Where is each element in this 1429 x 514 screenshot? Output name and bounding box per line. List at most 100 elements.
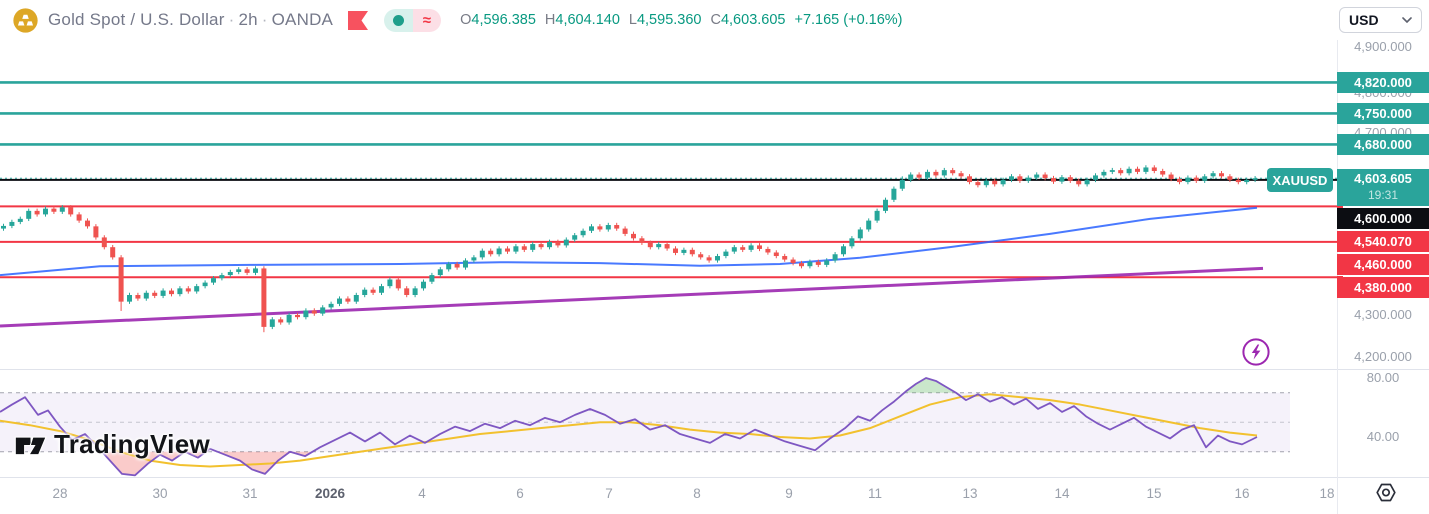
candle-body — [1000, 179, 1006, 185]
lightning-alert-button[interactable] — [1241, 337, 1271, 367]
gold-symbol-logo-icon — [13, 7, 38, 33]
price-chart-canvas[interactable] — [0, 0, 1337, 477]
tradingview-logo-icon — [14, 436, 47, 455]
candle-body — [269, 319, 275, 327]
candle-body — [85, 220, 90, 227]
candle-body — [446, 264, 452, 270]
candle-body — [9, 221, 15, 226]
candle-body — [883, 199, 888, 211]
candle-body — [521, 246, 527, 250]
candle-body — [572, 235, 578, 240]
time-tick-6: 6 — [516, 486, 524, 501]
chevron-down-icon — [1402, 17, 1412, 23]
candle-body — [740, 247, 746, 250]
candle-body — [698, 254, 704, 258]
candle-body — [832, 254, 838, 261]
candle-body — [530, 244, 536, 250]
candle-body — [782, 256, 788, 260]
candle-body — [992, 180, 998, 185]
candle-body — [1017, 176, 1023, 181]
price-level-stub — [1337, 240, 1343, 244]
open-label: O — [460, 12, 472, 28]
rsi-overbought-fill — [904, 378, 956, 393]
candle-body — [765, 248, 771, 253]
candle-body — [202, 282, 208, 287]
time-axis[interactable]: 28 30 31 2026 4 6 7 8 9 11 13 14 15 16 18 — [0, 478, 1337, 514]
chart-header: Gold Spot / U.S. Dollar · 2h · OANDA ≈ O4,59… — [0, 0, 1429, 40]
moving-average-line[interactable] — [0, 206, 1258, 277]
flag-bookmark-icon[interactable] — [348, 10, 369, 30]
candle-body — [1135, 168, 1140, 172]
candle-body — [34, 210, 40, 215]
time-tick-15: 15 — [1146, 486, 1162, 501]
candle-body — [227, 271, 233, 276]
candle-body — [76, 214, 82, 221]
candle-body — [908, 174, 914, 180]
trend-line[interactable] — [0, 266, 1264, 328]
rsi-line[interactable] — [0, 377, 1258, 477]
pane-separator[interactable] — [0, 369, 1429, 370]
title-separator-2: · — [261, 10, 268, 29]
symbol-name: Gold Spot / U.S. Dollar — [48, 10, 225, 29]
candle-body — [311, 310, 317, 314]
candle-body — [1051, 178, 1056, 182]
candle-body — [463, 260, 468, 268]
candle-body — [958, 173, 964, 177]
candle-body — [454, 264, 460, 268]
time-axis-separator — [0, 477, 1429, 478]
interval-label[interactable]: 2h — [238, 10, 258, 29]
price-level-label: 4,540.070 — [1337, 230, 1429, 252]
currency-selector[interactable]: USD — [1339, 7, 1422, 33]
candle-body — [345, 298, 351, 302]
candle-body — [1109, 170, 1115, 172]
candle-body — [1160, 171, 1166, 175]
candle-body — [715, 256, 720, 261]
candle-body — [177, 288, 183, 295]
change-value: +7.165 (+0.16%) — [794, 12, 903, 28]
candle-body — [706, 257, 712, 261]
candle-body — [59, 207, 65, 212]
candle-body — [967, 176, 972, 183]
chart-settings-button[interactable] — [1373, 480, 1399, 505]
market-status-toggle[interactable]: ≈ — [384, 8, 442, 32]
candle-body — [925, 171, 930, 178]
candle-body — [563, 239, 569, 246]
candle-body — [849, 238, 855, 247]
rsi-band-fill — [0, 392, 1290, 452]
candle-body — [1084, 179, 1090, 185]
rsi-ma-line[interactable] — [0, 393, 1258, 468]
candle-body — [773, 252, 779, 257]
candle-body — [362, 289, 368, 295]
price-scale-label: 4,300.000 — [1354, 307, 1412, 322]
candle-body — [681, 249, 687, 253]
candle-body — [1034, 174, 1040, 178]
candle-body — [1059, 177, 1065, 182]
candle-body — [748, 245, 754, 250]
candle-body — [589, 226, 594, 231]
candle-body — [614, 225, 620, 229]
tradingview-watermark-text: TradingView — [54, 429, 210, 459]
candle-body — [723, 251, 729, 257]
symbol-title[interactable]: Gold Spot / U.S. Dollar · 2h · OANDA — [48, 10, 333, 30]
candle-body — [110, 247, 116, 258]
candle-body — [1210, 173, 1216, 177]
market-open-dot — [384, 8, 413, 32]
candle-body — [1193, 177, 1199, 181]
price-scale[interactable]: 4,900.000 4,800.000 4,700.000 4,300.000 4,20… — [1337, 40, 1429, 514]
candle-body — [555, 241, 561, 246]
candle-body — [815, 261, 821, 265]
candle-body — [1025, 177, 1031, 181]
candle-body — [219, 275, 225, 279]
candle-body — [605, 225, 611, 230]
candle-body — [899, 179, 905, 189]
candle-body — [1042, 174, 1048, 179]
currency-value: USD — [1349, 12, 1379, 28]
current-price-label: 4,603.605 19:31 — [1337, 168, 1429, 206]
current-price-value: 4,603.605 — [1354, 171, 1412, 186]
candle-body — [824, 260, 830, 265]
candle-body — [841, 246, 846, 255]
candle-body — [1177, 178, 1182, 183]
candle-body — [244, 269, 250, 273]
candle-body — [152, 292, 158, 296]
candle-body — [941, 170, 947, 176]
